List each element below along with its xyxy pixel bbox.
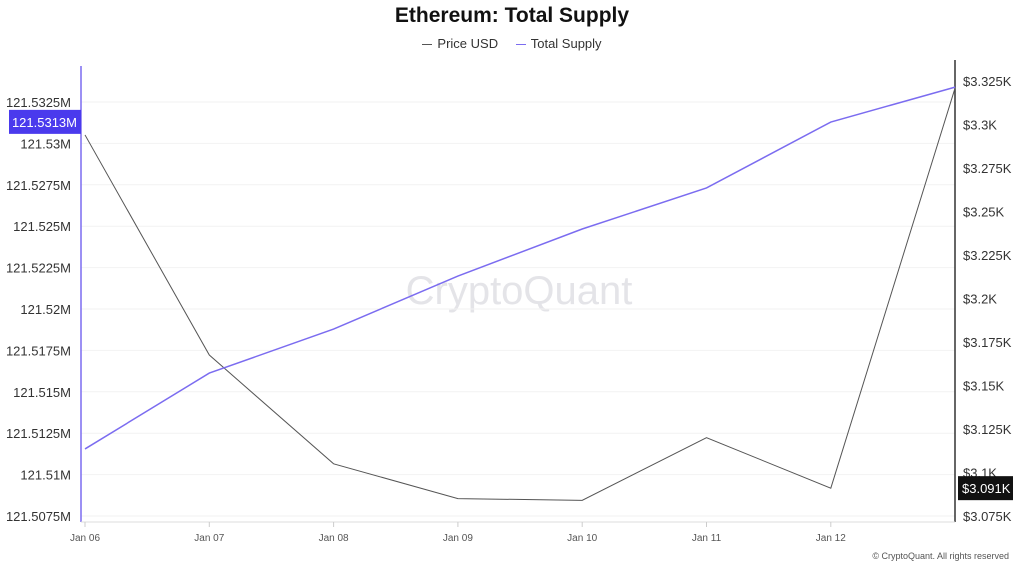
price-usd-line: [84, 87, 956, 501]
x-tick-label: Jan 06: [70, 533, 100, 544]
left-value-badge-label: 121.5313M: [12, 115, 77, 130]
right-tick-label: $3.175K: [963, 335, 1012, 350]
right-tick-label: $3.225K: [963, 248, 1012, 263]
right-tick-label: $3.2K: [963, 292, 997, 307]
left-tick-label: 121.525M: [13, 219, 71, 234]
right-tick-label: $3.15K: [963, 379, 1005, 394]
right-tick-label: $3.275K: [963, 161, 1012, 176]
left-tick-label: 121.5275M: [6, 178, 71, 193]
left-tick-label: 121.51M: [20, 468, 71, 483]
left-tick-label: 121.5175M: [6, 343, 71, 358]
legend-label: Price USD: [437, 36, 499, 51]
left-tick-label: 121.53M: [20, 136, 71, 151]
x-tick-label: Jan 08: [319, 533, 349, 544]
left-value-badge: [9, 109, 81, 134]
right-tick-label: $3.325K: [963, 74, 1012, 89]
x-tick-label: Jan 10: [567, 533, 597, 544]
x-tick-label: Jan 12: [816, 533, 846, 544]
chart-title: Ethereum: Total Supply: [394, 4, 630, 27]
left-tick-label: 121.5325M: [6, 95, 71, 110]
left-tick-label: 121.5225M: [6, 261, 71, 276]
right-tick-label: $3.125K: [963, 422, 1012, 437]
x-tick-label: Jan 07: [194, 533, 224, 544]
right-tick-label: $3.075K: [963, 509, 1012, 524]
left-tick-label: 121.5125M: [6, 426, 71, 441]
watermark: CryptoQuant: [406, 269, 633, 313]
left-tick-label: 121.52M: [20, 302, 71, 317]
legend-item-price[interactable]: Price USD: [422, 36, 498, 51]
right-tick-label: $3.25K: [963, 205, 1005, 220]
legend: Price USD Total Supply: [0, 36, 1024, 51]
left-tick-label: 121.5075M: [6, 509, 71, 524]
legend-item-supply[interactable]: Total Supply: [515, 36, 602, 51]
total-supply-line: [84, 86, 956, 450]
right-value-badge: [958, 476, 1013, 501]
footer-copyright: © CryptoQuant. All rights reserved: [872, 551, 1009, 561]
right-tick-label: $3.3K: [963, 118, 997, 133]
x-tick-label: Jan 09: [443, 533, 473, 544]
x-tick-label: Jan 11: [692, 533, 722, 544]
right-value-badge-label: $3.091K: [962, 481, 1011, 496]
legend-label: Total Supply: [530, 36, 602, 51]
left-tick-label: 121.515M: [13, 385, 71, 400]
